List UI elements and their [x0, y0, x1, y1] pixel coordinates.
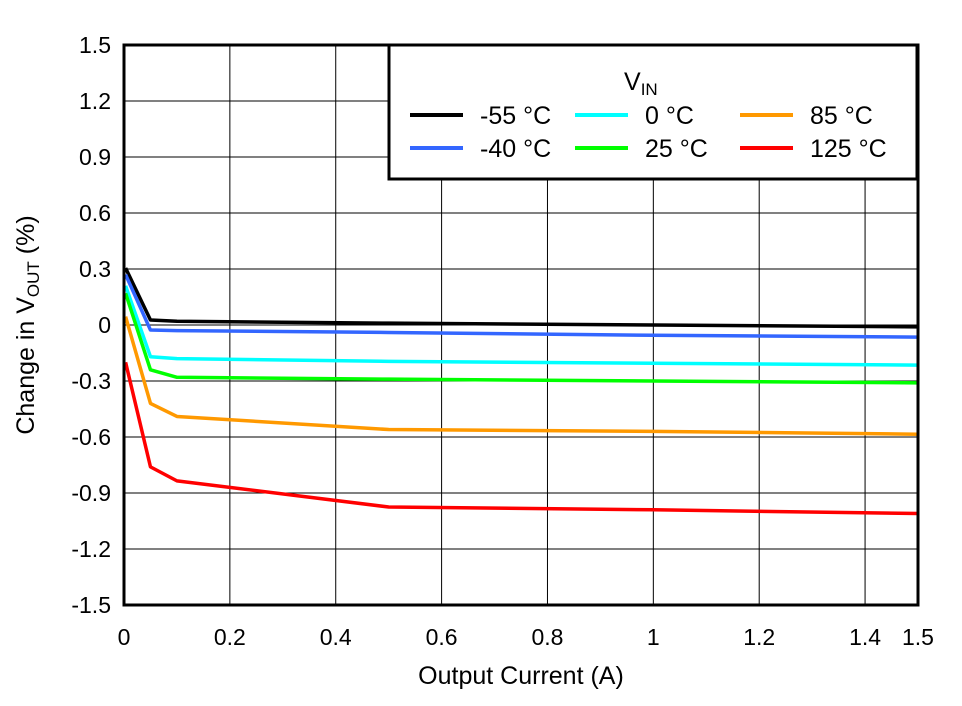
y-tick-label: 0.3: [79, 256, 111, 282]
y-axis-label-sub: OUT: [24, 261, 43, 297]
x-tick-label: 0.2: [214, 624, 246, 650]
x-tick-label: 1.4: [849, 624, 881, 650]
series-line-0C: [123, 285, 919, 367]
series-line-85C: [123, 316, 919, 436]
legend-label: 0 °C: [645, 102, 694, 130]
x-tick-label: 0.6: [426, 624, 458, 650]
legend-box: [387, 43, 919, 181]
y-tick-labels: 1.5 1.2 0.9 0.6 0.3 0 -0.3 -0.6 -0.9 -1.2 -1.5: [71, 32, 111, 618]
y-tick-label: 1.2: [79, 88, 111, 114]
y-tick-label: -0.9: [71, 480, 111, 506]
x-axis-label: Output Current (A): [418, 662, 624, 690]
legend-title-sub: IN: [641, 80, 658, 99]
series-line--40C: [123, 273, 919, 339]
y-tick-label: 0.9: [79, 144, 111, 170]
x-tick-label: 0.8: [531, 624, 563, 650]
x-tick-label: 1: [647, 624, 660, 650]
legend-title-main: V: [624, 68, 641, 96]
y-axis-label-suffix: (%): [12, 215, 40, 261]
legend-title: VIN: [624, 68, 658, 99]
y-tick-label: 1.5: [79, 32, 111, 58]
x-tick-label: 0: [118, 624, 131, 650]
y-axis-label-main: Change in V: [12, 297, 40, 435]
y-tick-label: -1.5: [71, 592, 111, 618]
y-tick-label: -1.2: [71, 536, 111, 562]
y-tick-label: -0.3: [71, 368, 111, 394]
legend-label: 125 °C: [810, 135, 887, 163]
legend-label: -40 °C: [480, 135, 551, 163]
legend-items: -55 °C -40 °C 0 °C 25 °C 85 °C 125 °C: [410, 102, 887, 163]
x-tick-label: 0.4: [320, 624, 352, 650]
legend-label: 25 °C: [645, 135, 708, 163]
x-tick-label: 1.2: [743, 624, 775, 650]
y-tick-label: 0: [98, 312, 111, 338]
series-line--55C: [124, 267, 919, 329]
legend: VIN -55 °C -40 °C 0 °C 25 °C 85 °C 125 °C: [387, 43, 919, 181]
x-tick-labels: 0 0.2 0.4 0.6 0.8 1 1.2 1.4 1.5: [118, 624, 934, 650]
series-lines: [123, 267, 919, 516]
y-tick-label: 0.6: [79, 200, 111, 226]
x-tick-label: 1.5: [902, 624, 934, 650]
y-axis-label: Change in VOUT (%): [12, 215, 43, 434]
series-line-125C: [123, 361, 919, 516]
legend-label: -55 °C: [480, 102, 551, 130]
y-tick-label: -0.6: [71, 424, 111, 450]
legend-label: 85 °C: [810, 102, 873, 130]
series-line-25C: [123, 292, 919, 385]
